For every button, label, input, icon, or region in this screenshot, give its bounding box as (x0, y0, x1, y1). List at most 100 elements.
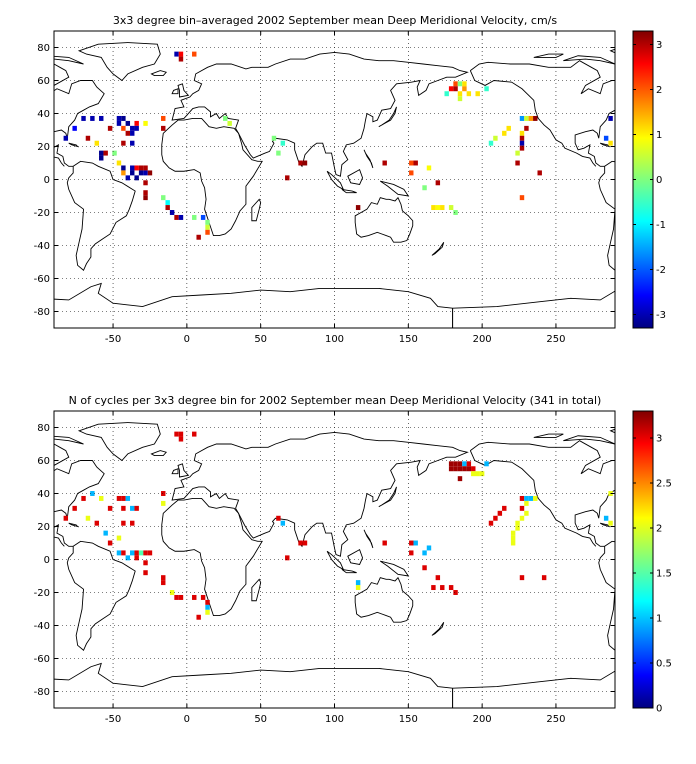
data-bin (285, 555, 290, 561)
y-tick-label: 20 (37, 142, 50, 153)
y-tick-label: 20 (37, 522, 50, 533)
data-bin (90, 115, 95, 121)
data-bin (533, 115, 538, 121)
data-bin (519, 130, 525, 136)
data-bin (161, 115, 166, 121)
colorbar-tick-label: 0 (656, 175, 662, 186)
data-bin (99, 155, 104, 161)
data-bin (134, 120, 139, 126)
data-bin (519, 195, 525, 201)
data-bin (519, 140, 525, 146)
x-tick-label: 100 (325, 714, 344, 725)
data-bin (165, 205, 170, 211)
data-bin (435, 575, 441, 581)
cycles-colorbar-ticks: 3 2.5 2 1.5 1 0.5 0 (633, 434, 672, 715)
data-bin (192, 431, 197, 437)
data-bin (103, 530, 108, 536)
data-bin (121, 520, 126, 526)
data-bin (479, 471, 485, 477)
data-bin (519, 115, 525, 121)
data-bin (528, 115, 534, 121)
data-bin (125, 120, 131, 126)
data-bin (453, 466, 458, 472)
data-bin (178, 436, 184, 442)
x-tick-label: 150 (399, 714, 418, 725)
data-bin (107, 540, 113, 546)
data-bin (475, 91, 480, 97)
y-tick-label: 60 (37, 456, 50, 467)
data-bin (302, 540, 308, 546)
data-bin (541, 575, 547, 581)
cycles-map-y-ticks: 80 60 40 20 0 -20 -40 -60 -80 (34, 423, 50, 698)
data-bin (72, 125, 77, 131)
data-bin (192, 51, 197, 57)
data-bin (409, 170, 414, 176)
data-bin (174, 214, 179, 220)
cycles-map-title: N of cycles per 3x3 degree bin for 2002 … (69, 394, 602, 407)
data-bin (280, 520, 286, 526)
data-bin (537, 170, 542, 176)
data-bin (143, 560, 148, 566)
data-bin (130, 550, 135, 556)
velocity-colorbar: 3 2 1 0 -1 -2 -3 (632, 30, 666, 329)
data-bin (466, 91, 472, 97)
data-bin (510, 535, 516, 541)
colorbar-tick-label: -2 (656, 265, 666, 276)
data-bin (603, 515, 609, 521)
x-tick-label: -50 (105, 334, 121, 345)
colorbar-tick-label: 2 (656, 524, 662, 535)
y-tick-label: -40 (34, 621, 50, 632)
y-tick-label: -80 (34, 687, 50, 698)
data-bin (422, 185, 427, 191)
data-bin (440, 205, 445, 211)
data-bin (116, 120, 122, 126)
data-bin (138, 165, 144, 171)
data-bin (90, 491, 95, 496)
data-bin (382, 160, 387, 166)
data-bin (121, 125, 126, 131)
data-bin (435, 205, 441, 211)
data-bin (524, 115, 529, 121)
cycles-colorbar: 3 2.5 2 1.5 1 0.5 0 (632, 410, 672, 715)
x-tick-label: 50 (254, 334, 267, 345)
data-bin (147, 170, 153, 176)
data-bin (138, 170, 144, 176)
colorbar-tick-label: 0.5 (656, 659, 672, 670)
data-bin (81, 115, 86, 121)
data-bin (457, 96, 463, 102)
data-bin (143, 190, 148, 196)
data-bin (116, 495, 122, 501)
colorbar-tick-label: 1 (656, 130, 662, 141)
data-bin (409, 160, 414, 166)
data-bin (519, 495, 525, 501)
data-bin (448, 461, 454, 467)
data-bin (161, 500, 166, 506)
data-bin (130, 130, 135, 136)
data-bin (528, 495, 534, 501)
data-bin (448, 585, 454, 591)
data-bin (426, 165, 432, 171)
data-bin (143, 550, 148, 556)
data-bin (440, 585, 445, 591)
velocity-colorbar-ticks: 3 2 1 0 -1 -2 -3 (633, 40, 666, 321)
y-tick-label: -80 (34, 307, 50, 318)
data-bin (484, 461, 489, 467)
data-bin (143, 170, 148, 176)
data-bin (143, 195, 148, 201)
data-bin (116, 550, 122, 556)
data-bin (125, 130, 131, 136)
data-bin (422, 565, 427, 571)
data-bin (448, 466, 454, 472)
velocity-map-panel: 3x3 degree bin–averaged 2002 September m… (34, 14, 666, 345)
data-bin (355, 580, 361, 586)
data-bin (125, 495, 131, 501)
data-bin (205, 224, 210, 230)
data-bin (107, 125, 113, 131)
data-bin (121, 495, 126, 501)
y-tick-label: 40 (37, 109, 50, 120)
data-bin (99, 150, 104, 156)
data-bin (121, 170, 126, 176)
data-bin (426, 545, 432, 551)
data-bin (515, 160, 520, 166)
y-tick-label: 60 (37, 76, 50, 87)
